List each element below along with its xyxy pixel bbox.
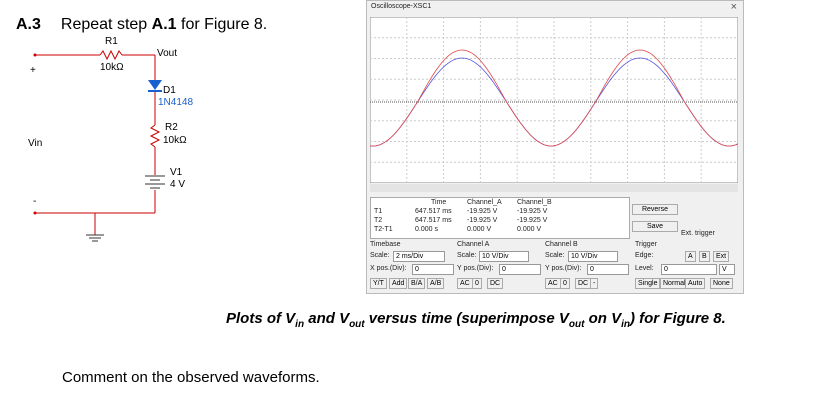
caption-part: ) for Figure 8. (629, 310, 726, 327)
scrollbar[interactable] (370, 184, 738, 192)
minus-label: - (33, 196, 37, 207)
vin-label: Vin (28, 138, 43, 149)
save-button[interactable]: Save (632, 221, 678, 232)
heading: A.3 Repeat step A.1 for Figure 8. (16, 16, 267, 34)
heading-number: A.3 (16, 16, 41, 33)
trigger-title: Trigger (635, 241, 657, 248)
label: X pos.(Div): (370, 265, 407, 272)
label: Scale: (370, 252, 390, 259)
readout-row-label: T2-T1 (374, 226, 393, 233)
readout-row-label: T2 (374, 217, 383, 224)
readout-value: 0.000 V (467, 226, 492, 233)
label: Level: (635, 265, 654, 272)
readout-header: Channel_A (467, 199, 502, 206)
caption-part: out (568, 319, 585, 330)
readout-value: -19.925 V (467, 217, 498, 224)
toggle-button[interactable]: Single (635, 278, 661, 289)
toggle-button[interactable]: AC (457, 278, 473, 289)
comment: Comment on the observed waveforms. (62, 369, 320, 386)
caption-part: on V (584, 310, 622, 327)
vout-label: Vout (157, 48, 178, 59)
toggle-button[interactable]: Auto (685, 278, 706, 289)
toggle-button[interactable]: Y/T (370, 278, 387, 289)
channel-a-trace (370, 49, 738, 147)
window-title: Oscilloscope-XSC1 (371, 3, 432, 10)
toggle-button[interactable]: A/B (427, 278, 445, 289)
readout-value: 0.000 s (415, 226, 438, 233)
channel-a-title: Channel A (457, 241, 490, 248)
d1-part: 1N4148 (158, 97, 194, 108)
label: Scale: (457, 252, 477, 259)
readout-value: 0.000 V (517, 226, 542, 233)
r1-name: R1 (105, 36, 118, 47)
v1-value: 4 V (170, 179, 186, 190)
toggle-button[interactable]: Add (389, 278, 408, 289)
label: Scale: (545, 252, 565, 259)
d1-name: D1 (163, 85, 176, 96)
readout-value: 647.517 ms (415, 208, 452, 215)
timebase-scale[interactable]: 2 ms/Div (393, 251, 445, 262)
v1-name: V1 (170, 167, 183, 178)
readout-header: Channel_B (517, 199, 552, 206)
timebase-xpos[interactable]: 0 (412, 264, 454, 275)
caption-part: out (349, 319, 365, 330)
heading-step: A.1 (151, 16, 177, 33)
ext-trigger[interactable]: Ext. trigger (681, 230, 715, 237)
oscilloscope-window: Oscilloscope-XSC1 × Time Channel_A Chann… (366, 0, 744, 294)
channel-a-ypos[interactable]: 0 (499, 264, 541, 275)
channel-a-scale[interactable]: 10 V/Div (479, 251, 529, 262)
caption-part: in (621, 319, 630, 330)
toggle-button[interactable]: DC (487, 278, 504, 289)
caption-part: and V (304, 310, 350, 327)
channel-b-scale[interactable]: 10 V/Div (568, 251, 618, 262)
toggle-button[interactable]: 0 (560, 278, 570, 289)
trigger-level[interactable]: 0 (661, 264, 717, 275)
readout-value: -19.925 V (467, 208, 498, 215)
reverse-button[interactable]: Reverse (632, 204, 678, 215)
readout-header: Time (431, 199, 447, 206)
toggle-button[interactable]: None (710, 278, 733, 289)
close-button[interactable]: × (730, 1, 737, 13)
toggle-button[interactable]: AC (545, 278, 561, 289)
caption-part: Plots of V (226, 310, 296, 327)
toggle-button[interactable]: DC (575, 278, 592, 289)
plus-label: + (30, 65, 36, 76)
heading-text: Repeat step (60, 16, 152, 33)
heading-rest: for Figure 8. (176, 16, 268, 33)
r2-name: R2 (165, 122, 178, 133)
label: Y pos.(Div): (545, 265, 582, 272)
toggle-button[interactable]: 0 (472, 278, 482, 289)
toggle-button[interactable]: Ext (713, 251, 730, 262)
toggle-button[interactable]: A (685, 251, 696, 262)
toggle-button[interactable]: B (699, 251, 710, 262)
readout-value: -19.925 V (517, 217, 548, 224)
scope-screen (370, 17, 738, 183)
circuit (33, 49, 165, 242)
channel-b-ypos[interactable]: 0 (587, 264, 629, 275)
toggle-button[interactable]: B/A (408, 278, 426, 289)
readout-value: -19.925 V (517, 208, 548, 215)
readout-row-label: T1 (374, 208, 383, 215)
r2-value: 10kΩ (163, 135, 187, 146)
timebase-title: Timebase (370, 241, 401, 248)
figure-caption: Plots of Vin and Vout versus time (super… (226, 310, 726, 330)
caption-part: in (295, 319, 305, 330)
label: Y pos.(Div): (457, 265, 494, 272)
channel-b-title: Channel B (545, 241, 578, 248)
readout: Time Channel_A Channel_B T1 647.517 ms -19… (370, 197, 630, 239)
toggle-button[interactable]: - (590, 278, 599, 289)
trigger-unit: V (719, 264, 735, 275)
label: Edge: (635, 252, 654, 259)
readout-value: 647.517 ms (415, 217, 452, 224)
r1-value: 10kΩ (100, 62, 124, 73)
caption-part: versus time (superimpose V (364, 310, 569, 327)
